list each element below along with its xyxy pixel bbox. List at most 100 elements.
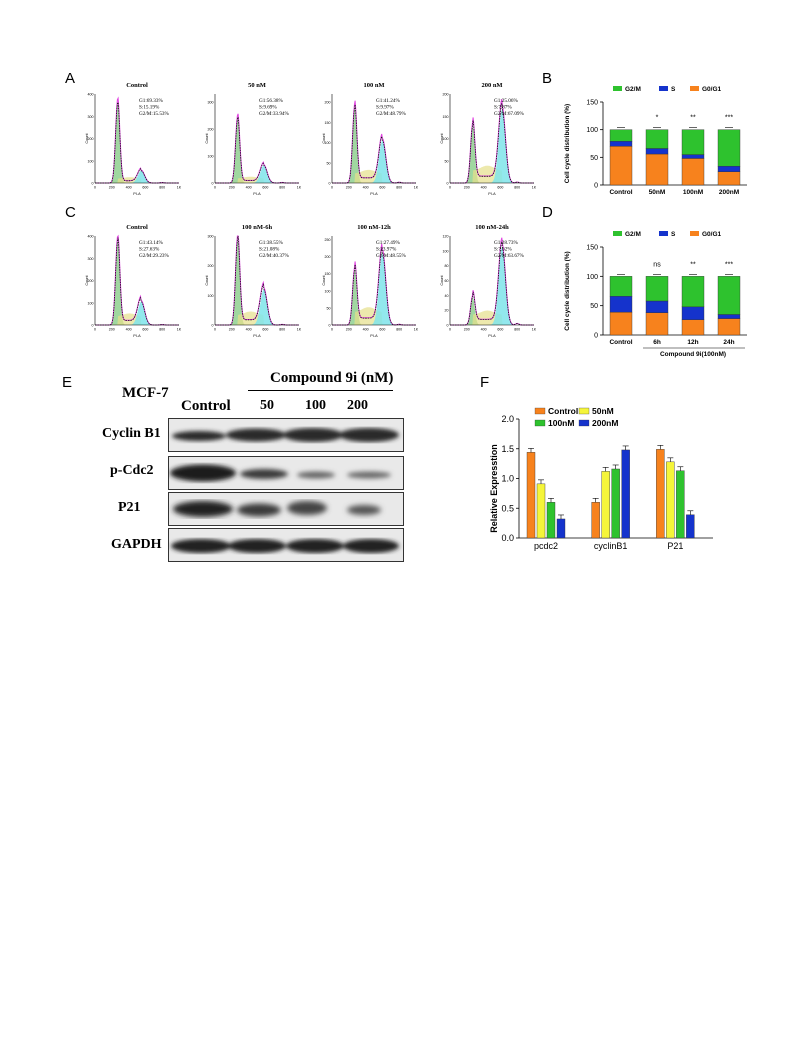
x-tick-label: 200: [229, 328, 235, 332]
blot-cyclinb1: [168, 418, 404, 452]
bar-segment: [609, 129, 633, 142]
y-tick-label: 0: [212, 324, 214, 328]
x-axis-label: PI-A: [133, 334, 141, 338]
significance-mark: ns: [653, 261, 661, 268]
y-tick-label: 0: [447, 324, 449, 328]
x-tick-label: 1K: [414, 328, 419, 332]
x-tick-label: Control: [609, 339, 632, 346]
x-tick-label: 800: [159, 328, 165, 332]
histogram-1-1: Control 0 100 200 300 400 0 200 400 600 800 1K PI-A C…: [85, 82, 182, 196]
legend-swatch: [613, 231, 622, 236]
histogram-title: Control: [126, 224, 148, 231]
phase-stat: G2/M:63.67%: [494, 253, 525, 259]
g1-peak-fill: [215, 118, 299, 183]
bar: [601, 471, 610, 539]
legend-swatch: [534, 407, 546, 415]
bar: [536, 483, 546, 539]
bar: [556, 518, 566, 539]
cell-cycle-chart-dose: 0 50 100 150 Cell cycle distribution (%) Cont…: [564, 86, 747, 196]
y-tick-label: 100: [208, 155, 214, 159]
histogram-1-4: 200 nM 0 50 100 150 200 0 200 400 600 800 1K PI-A Cou…: [440, 82, 537, 196]
y-tick-label: 0: [594, 183, 598, 190]
y-tick-label: 200: [443, 93, 449, 97]
y-axis-label: Cell cycle distribution (%): [564, 104, 571, 183]
x-tick-label: 6h: [653, 339, 661, 346]
bar-segment: [717, 314, 741, 319]
bar-segment: [645, 276, 669, 302]
y-tick-label: 150: [443, 115, 449, 119]
bar: [686, 514, 695, 539]
blot-row-label-cyclinb1: Cyclin B1: [102, 426, 161, 441]
y-tick-label: 40: [445, 294, 449, 298]
phase-stat: G2/M:48.55%: [376, 253, 407, 259]
relative-expression-chart: 0.0 0.5 1.0 1.5 2.0 Relative Expresstion pcdc2…: [489, 406, 713, 551]
legend-label: S: [671, 231, 676, 238]
y-tick-label: 100: [325, 289, 331, 293]
lane-label-control: Control: [181, 398, 231, 414]
panel-label-e: E: [62, 374, 73, 391]
y-axis-label: Count: [440, 274, 444, 285]
y-axis-label: Count: [440, 132, 444, 143]
bar: [676, 470, 685, 539]
x-tick-label: 200: [109, 186, 115, 190]
x-tick-label: 0: [214, 186, 216, 190]
histogram-title: 200 nM: [481, 82, 502, 89]
bar: [656, 449, 665, 539]
bar-segment: [717, 129, 741, 167]
legend-label: G2/M: [625, 231, 641, 238]
y-tick-label: 200: [325, 255, 331, 259]
x-tick-label: 400: [363, 328, 369, 332]
y-tick-label: 120: [443, 235, 449, 239]
significance-mark: **: [690, 115, 696, 122]
y-axis-label: Count: [85, 274, 89, 285]
x-tick-label: P21: [667, 541, 683, 551]
bar-segment: [681, 319, 705, 336]
x-tick-label: 800: [514, 186, 520, 190]
phase-stat: G1:27.49%: [376, 240, 400, 246]
y-tick-label: 0: [92, 324, 94, 328]
phase-stat: G2/M:48.79%: [376, 111, 407, 117]
phase-stat: G1:41.24%: [376, 98, 400, 104]
phase-stat: S:15.19%: [139, 105, 160, 111]
phase-stat: S:9.97%: [376, 105, 394, 111]
x-tick-label: 12h: [687, 339, 698, 346]
y-tick-label: 0.0: [501, 533, 514, 543]
bar-segment: [645, 153, 669, 186]
x-tick-label: Control: [609, 189, 632, 196]
y-tick-label: 100: [586, 274, 598, 281]
x-tick-label: pcdc2: [534, 541, 558, 551]
y-tick-label: 150: [325, 121, 331, 125]
bar-segment: [717, 276, 741, 315]
x-axis-label: PI-A: [133, 192, 141, 196]
s-phase-fill: [215, 311, 299, 325]
s-phase-fill: [332, 307, 416, 325]
histogram-title: 100 nM-24h: [475, 224, 509, 231]
compound-label: Compound 9i (nM): [270, 370, 394, 386]
panel-label-a: A: [65, 70, 76, 87]
x-tick-label: 600: [497, 186, 503, 190]
y-tick-label: 400: [88, 235, 94, 239]
x-tick-label: 200: [229, 186, 235, 190]
bar-segment: [645, 312, 669, 336]
bar-segment: [609, 276, 633, 297]
y-tick-label: 100: [443, 137, 449, 141]
x-tick-label: 0: [94, 328, 96, 332]
x-tick-label: 1K: [297, 328, 302, 332]
bar-segment: [609, 296, 633, 313]
y-tick-label: 80: [445, 264, 449, 268]
histogram-2-2: 100 nM-6h 0 100 200 300 0 200 400 600 800 1K PI-A Co…: [205, 224, 302, 338]
legend-label: 200nM: [592, 418, 618, 428]
x-axis-label: PI-A: [370, 334, 378, 338]
x-tick-label: cyclinB1: [594, 541, 628, 551]
legend-swatch: [659, 231, 668, 236]
x-tick-label: 600: [262, 186, 268, 190]
data-curve: [215, 235, 299, 326]
bar: [611, 468, 620, 539]
x-tick-label: 800: [396, 186, 402, 190]
histogram-title: 100 nM: [363, 82, 384, 89]
legend-label: G0/G1: [702, 231, 722, 238]
x-tick-label: 0: [331, 186, 333, 190]
phase-stat: G1:25.06%: [494, 98, 518, 104]
s-phase-fill: [215, 176, 299, 183]
y-tick-label: 300: [88, 257, 94, 261]
